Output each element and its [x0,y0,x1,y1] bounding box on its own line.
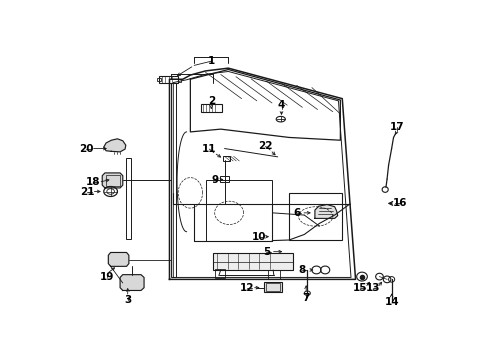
Bar [268,270,280,279]
Bar [222,156,230,161]
Text: 7: 7 [302,293,310,303]
Text: 14: 14 [384,297,399,307]
Text: 12: 12 [240,283,255,293]
Bar [265,282,281,292]
Text: 21: 21 [80,186,94,197]
Text: 6: 6 [293,208,300,218]
Text: 4: 4 [278,100,285,110]
Text: 13: 13 [366,283,380,293]
Bar [267,283,280,291]
Text: 16: 16 [393,198,407,208]
Text: 8: 8 [299,265,306,275]
Polygon shape [108,252,129,266]
Bar [172,84,176,278]
Bar [159,76,178,84]
Bar [215,269,224,278]
Text: 10: 10 [251,232,266,242]
Text: 15: 15 [353,283,368,293]
Polygon shape [104,139,126,152]
Bar [106,175,121,186]
Bar [201,104,222,112]
Bar [220,176,229,182]
Text: 18: 18 [86,177,101,187]
Text: 5: 5 [263,247,270,257]
Text: 22: 22 [258,141,273,151]
Bar [126,158,131,239]
Polygon shape [315,204,338,219]
Text: 19: 19 [99,273,114,283]
Bar [157,77,161,81]
Text: 20: 20 [79,144,93,153]
Bar [289,193,342,240]
Text: 9: 9 [212,175,219,185]
Text: 2: 2 [208,96,215,107]
Text: 17: 17 [390,122,405,132]
Text: 1: 1 [208,56,215,66]
Polygon shape [120,275,144,291]
Text: 11: 11 [202,144,217,154]
Text: 3: 3 [124,296,131,305]
Bar [178,79,181,82]
Bar [206,180,272,242]
Polygon shape [102,173,123,188]
Bar [213,253,293,270]
